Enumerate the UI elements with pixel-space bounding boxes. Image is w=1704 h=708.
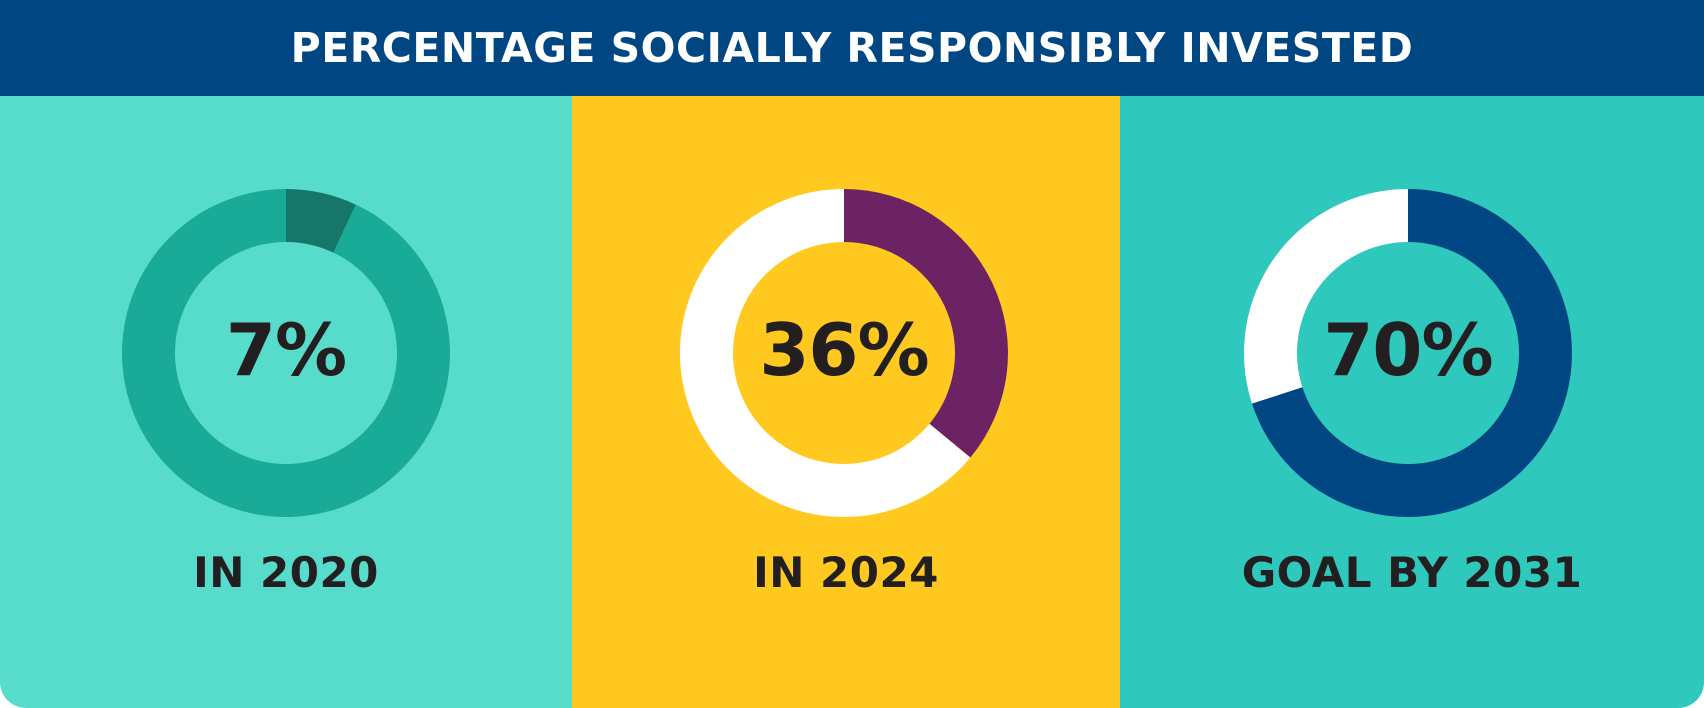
- panel-2031: 70% GOAL BY 2031: [1120, 96, 1704, 708]
- value-label-2024: 36%: [759, 308, 929, 392]
- donut-remainder-segment: [679, 189, 971, 517]
- header-banner: PERCENTAGE SOCIALLY RESPONSIBLY INVESTED: [0, 0, 1704, 96]
- donut-remainder-segment: [1244, 189, 1408, 404]
- donut-value-segment: [1252, 189, 1572, 517]
- panel-2024: 36% IN 2024: [572, 96, 1120, 708]
- donut-value-segment: [844, 189, 1008, 458]
- donut-chart-2024: [679, 189, 1008, 517]
- donut-remainder-segment: [121, 189, 450, 517]
- period-label-2020: IN 2020: [193, 548, 379, 597]
- donut-chart-2031: [1244, 189, 1572, 517]
- panel-2020: 7% IN 2020: [0, 96, 572, 708]
- period-label-2024: IN 2024: [753, 548, 939, 597]
- value-label-2031: 70%: [1323, 308, 1493, 392]
- donut-value-segment: [286, 189, 356, 253]
- period-label-2031: GOAL BY 2031: [1241, 548, 1583, 597]
- chart-title: PERCENTAGE SOCIALLY RESPONSIBLY INVESTED: [290, 24, 1414, 72]
- donut-chart-2020: [121, 189, 450, 517]
- value-label-2020: 7%: [225, 308, 347, 392]
